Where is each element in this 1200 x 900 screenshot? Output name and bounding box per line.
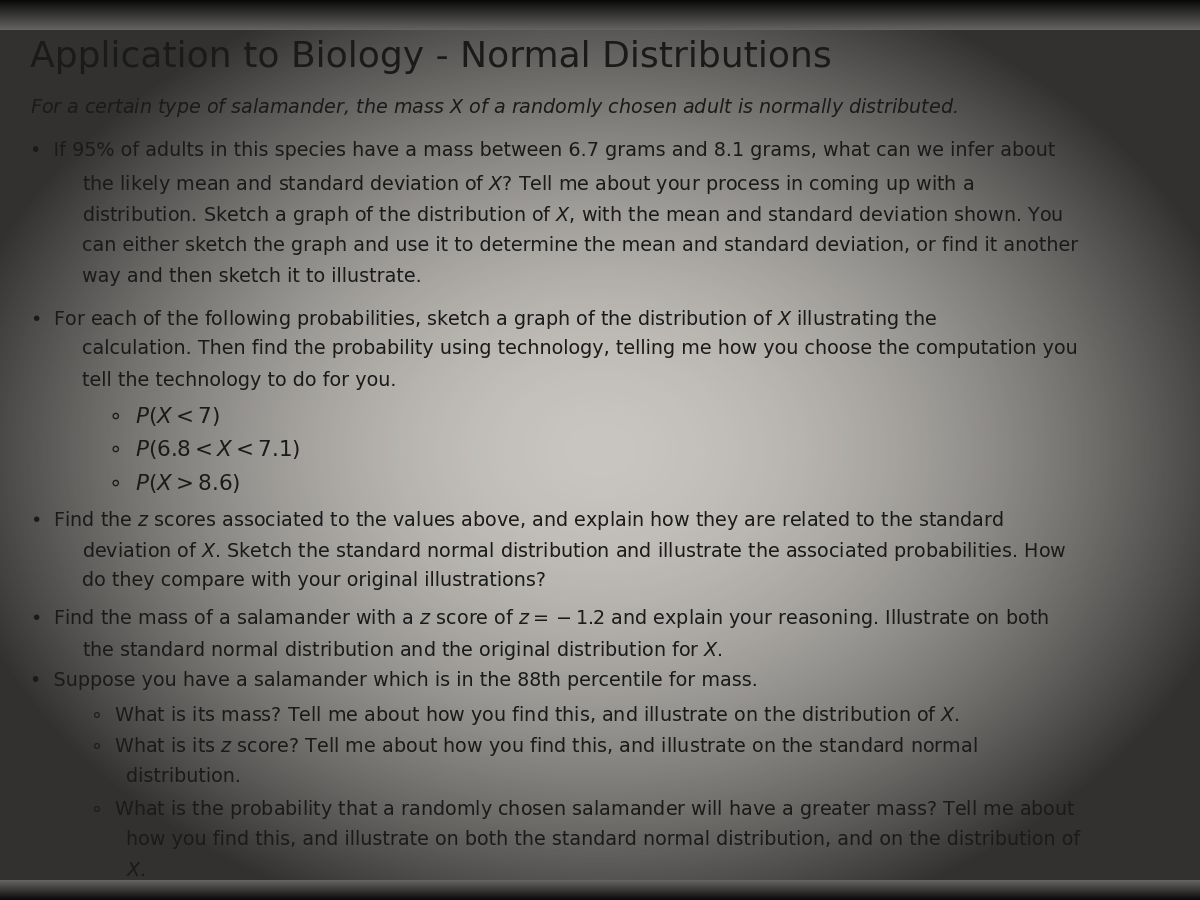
Text: tell the technology to do for you.: tell the technology to do for you. bbox=[82, 371, 396, 390]
Text: $\circ$  What is its mass? Tell me about how you find this, and illustrate on th: $\circ$ What is its mass? Tell me about … bbox=[90, 704, 960, 727]
Text: •  For each of the following probabilities, sketch a graph of the distribution o: • For each of the following probabilitie… bbox=[30, 308, 937, 331]
Text: the standard normal distribution and the original distribution for $X$.: the standard normal distribution and the… bbox=[82, 639, 722, 662]
Text: $\circ$  What is its $z$ score? Tell me about how you find this, and illustrate : $\circ$ What is its $z$ score? Tell me a… bbox=[90, 735, 978, 759]
Text: do they compare with your original illustrations?: do they compare with your original illus… bbox=[82, 572, 546, 590]
Text: the likely mean and standard deviation of $X$? Tell me about your process in com: the likely mean and standard deviation o… bbox=[82, 173, 973, 196]
Text: For a certain type of salamander, the mass $X$ of a randomly chosen adult is nor: For a certain type of salamander, the ma… bbox=[30, 96, 958, 120]
Text: distribution.: distribution. bbox=[126, 767, 241, 786]
Text: $X$.: $X$. bbox=[126, 861, 146, 880]
Text: deviation of $X$. Sketch the standard normal distribution and illustrate the ass: deviation of $X$. Sketch the standard no… bbox=[82, 540, 1067, 563]
Text: $\circ$  What is the probability that a randomly chosen salamander will have a g: $\circ$ What is the probability that a r… bbox=[90, 798, 1075, 822]
Text: Application to Biology - Normal Distributions: Application to Biology - Normal Distribu… bbox=[30, 40, 832, 75]
Text: how you find this, and illustrate on both the standard normal distribution, and : how you find this, and illustrate on bot… bbox=[126, 830, 1080, 849]
Text: way and then sketch it to illustrate.: way and then sketch it to illustrate. bbox=[82, 267, 421, 286]
Text: •  Find the mass of a salamander with a $z$ score of $z = -1.2$ and explain your: • Find the mass of a salamander with a $… bbox=[30, 608, 1049, 631]
Text: $\circ$  $P(X > 8.6)$: $\circ$ $P(X > 8.6)$ bbox=[108, 472, 240, 495]
Text: $\circ$  $P(6.8 < X < 7.1)$: $\circ$ $P(6.8 < X < 7.1)$ bbox=[108, 438, 300, 462]
Text: •  If 95% of adults in this species have a mass between 6.7 grams and 8.1 grams,: • If 95% of adults in this species have … bbox=[30, 141, 1055, 160]
Text: •  Suppose you have a salamander which is in the 88th percentile for mass.: • Suppose you have a salamander which is… bbox=[30, 670, 758, 689]
Text: calculation. Then find the probability using technology, telling me how you choo: calculation. Then find the probability u… bbox=[82, 339, 1078, 358]
Text: •  Find the $z$ scores associated to the values above, and explain how they are : • Find the $z$ scores associated to the … bbox=[30, 508, 1003, 532]
Text: $\circ$  $P(X < 7)$: $\circ$ $P(X < 7)$ bbox=[108, 405, 220, 428]
Text: distribution. Sketch a graph of the distribution of $X$, with the mean and stand: distribution. Sketch a graph of the dist… bbox=[82, 204, 1063, 228]
Text: can either sketch the graph and use it to determine the mean and standard deviat: can either sketch the graph and use it t… bbox=[82, 236, 1078, 255]
